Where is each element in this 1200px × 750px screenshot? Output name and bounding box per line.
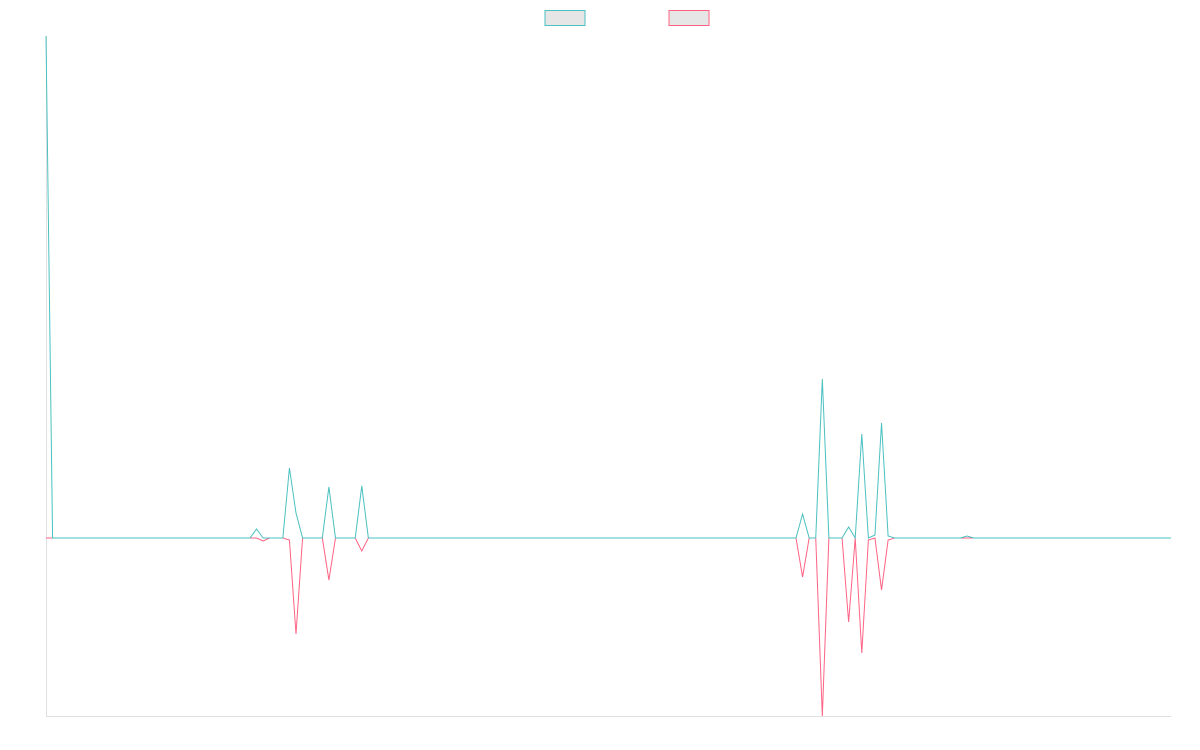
- legend-swatch: [544, 10, 586, 26]
- series-line: [45, 35, 1171, 540]
- legend-swatch: [668, 10, 710, 26]
- series-line: [46, 537, 1171, 717]
